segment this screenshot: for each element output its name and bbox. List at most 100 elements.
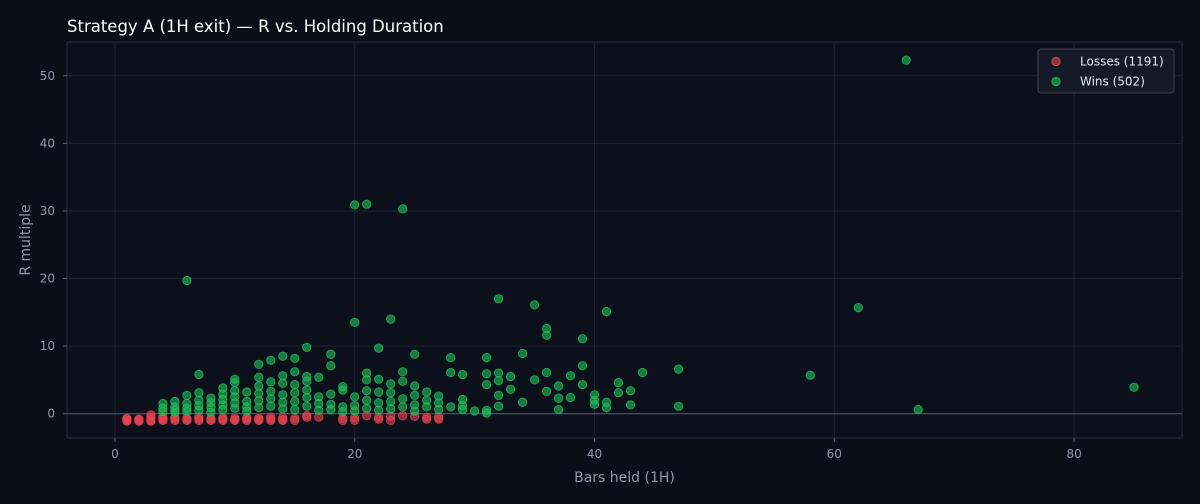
win-point bbox=[230, 377, 240, 388]
win-point bbox=[350, 200, 360, 210]
loss-series-layer bbox=[122, 410, 444, 426]
win-point bbox=[541, 386, 552, 396]
win-point bbox=[529, 375, 540, 385]
win-point bbox=[398, 402, 408, 412]
win-point bbox=[673, 401, 684, 411]
win-point bbox=[350, 317, 360, 327]
y-tick-label: 40 bbox=[40, 136, 55, 150]
x-axis-label: Bars held (1H) bbox=[574, 470, 675, 486]
win-point bbox=[493, 390, 504, 400]
win-point bbox=[637, 367, 648, 378]
win-point bbox=[338, 385, 348, 395]
y-tick-label: 10 bbox=[40, 339, 55, 353]
loss-point bbox=[290, 413, 300, 423]
win-point bbox=[278, 351, 288, 361]
win-point bbox=[673, 364, 684, 374]
win-point bbox=[302, 376, 312, 386]
legend-wins-label: Wins (502) bbox=[1080, 75, 1145, 89]
win-point bbox=[565, 392, 576, 403]
win-point bbox=[601, 402, 612, 413]
win-point bbox=[362, 199, 372, 209]
tick-layer: 0 20 40 60 80 0 10 20 30 40 50 bbox=[40, 69, 1082, 461]
x-tick-label: 20 bbox=[347, 447, 362, 461]
win-point bbox=[541, 367, 552, 378]
win-point bbox=[206, 407, 216, 417]
chart-title: Strategy A (1H exit) — R vs. Holding Dur… bbox=[67, 17, 444, 36]
win-point bbox=[362, 403, 372, 413]
win-point bbox=[230, 403, 240, 413]
win-point bbox=[218, 404, 228, 415]
legend-losses-label: Losses (1191) bbox=[1080, 55, 1164, 69]
win-point bbox=[601, 306, 612, 317]
win-point bbox=[170, 396, 180, 407]
y-tick-label: 50 bbox=[40, 69, 55, 83]
win-point bbox=[182, 390, 192, 400]
win-point bbox=[422, 387, 432, 397]
loss-point bbox=[230, 415, 240, 425]
win-point bbox=[553, 393, 564, 403]
win-point bbox=[613, 388, 624, 398]
win-point bbox=[398, 204, 408, 214]
y-tick-label: 30 bbox=[40, 204, 55, 218]
win-series-layer bbox=[158, 55, 1139, 418]
win-point bbox=[290, 353, 300, 363]
loss-point bbox=[302, 411, 312, 421]
win-point bbox=[242, 406, 252, 416]
win-point bbox=[481, 369, 492, 379]
win-point bbox=[481, 379, 492, 390]
win-point bbox=[493, 375, 504, 386]
loss-point bbox=[146, 416, 156, 426]
win-point bbox=[589, 399, 600, 409]
win-point bbox=[290, 396, 300, 407]
win-point bbox=[386, 314, 396, 324]
x-tick-label: 40 bbox=[587, 447, 602, 461]
win-point bbox=[254, 359, 264, 369]
x-tick-label: 80 bbox=[1066, 447, 1081, 461]
loss-point bbox=[254, 415, 264, 425]
win-point bbox=[362, 386, 372, 396]
y-tick-label: 20 bbox=[40, 272, 55, 286]
win-point bbox=[577, 334, 588, 344]
win-point bbox=[446, 352, 456, 363]
win-point bbox=[457, 404, 468, 415]
win-point bbox=[374, 387, 384, 397]
win-point bbox=[182, 275, 192, 286]
win-point bbox=[577, 361, 588, 371]
win-point bbox=[493, 294, 504, 304]
win-point bbox=[290, 379, 300, 390]
loss-point bbox=[278, 415, 288, 425]
win-point bbox=[290, 404, 300, 415]
win-point bbox=[278, 404, 288, 414]
win-point bbox=[410, 406, 420, 416]
win-point bbox=[302, 342, 312, 352]
win-point bbox=[913, 404, 923, 415]
win-point bbox=[326, 349, 336, 359]
win-point bbox=[541, 330, 552, 340]
win-point bbox=[326, 389, 336, 399]
win-point bbox=[266, 355, 276, 365]
win-point bbox=[386, 388, 396, 398]
loss-point bbox=[398, 411, 408, 421]
win-point bbox=[386, 379, 396, 389]
win-point bbox=[577, 379, 588, 390]
win-point bbox=[350, 392, 360, 402]
win-point bbox=[242, 387, 252, 397]
win-point bbox=[422, 402, 432, 412]
win-point bbox=[194, 405, 204, 415]
plot-area bbox=[66, 41, 1183, 439]
loss-point bbox=[182, 415, 192, 425]
y-tick-label: 0 bbox=[47, 407, 55, 421]
win-point bbox=[374, 405, 384, 415]
win-point bbox=[625, 400, 636, 410]
y-axis-label: R multiple bbox=[18, 204, 34, 275]
win-point bbox=[362, 375, 372, 385]
win-point bbox=[350, 406, 360, 416]
win-point bbox=[613, 377, 624, 388]
win-point bbox=[469, 406, 480, 416]
win-point bbox=[362, 395, 372, 405]
win-point bbox=[290, 367, 300, 377]
win-point bbox=[374, 343, 384, 353]
win-point bbox=[170, 407, 180, 417]
win-point bbox=[1129, 382, 1139, 392]
